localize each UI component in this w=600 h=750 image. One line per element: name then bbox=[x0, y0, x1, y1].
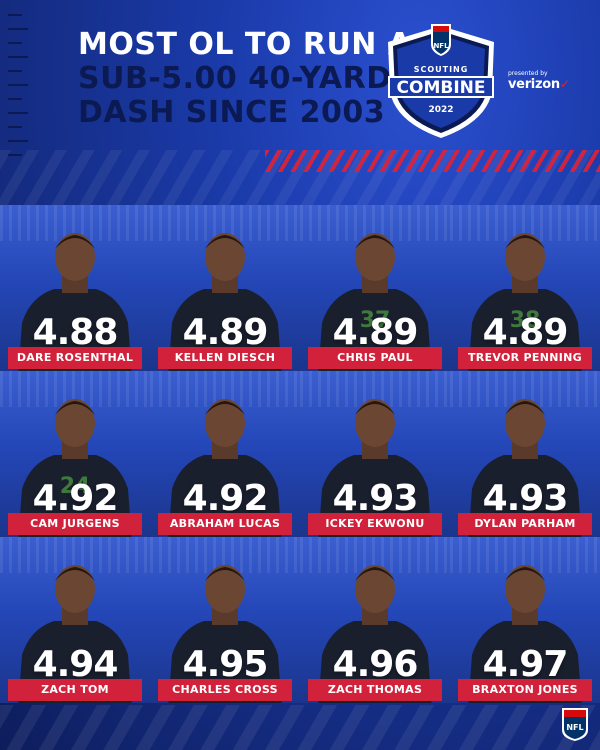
badge-main-text: COMBINE bbox=[397, 78, 486, 98]
badge-top-text: SCOUTING bbox=[414, 65, 469, 74]
player-name-bar: CAM JURGENS bbox=[8, 513, 142, 535]
player-card: 4.89 KELLEN DIESCH bbox=[150, 205, 300, 371]
player-name-bar: BRAXTON JONES bbox=[458, 679, 592, 701]
player-card: 4.97 BRAXTON JONES bbox=[450, 537, 600, 703]
player-card: 24 4.92 CAM JURGENS bbox=[0, 371, 150, 537]
jersey-number: 38 bbox=[510, 308, 541, 333]
title-line-1: MOST OL TO RUN A bbox=[78, 27, 412, 62]
nfl-shield-icon: NFL bbox=[562, 708, 588, 741]
player-card: 37 4.89 CHRIS PAUL bbox=[300, 205, 450, 371]
player-name-bar: CHARLES CROSS bbox=[158, 679, 292, 701]
badge-year: 2022 bbox=[428, 105, 453, 115]
forty-time: 4.92 bbox=[182, 478, 269, 519]
forty-time: 4.93 bbox=[332, 478, 419, 519]
nfl-combine-shield-icon: NFL SCOUTING COMBINE 2022 bbox=[388, 24, 494, 138]
player-name-bar: TREVOR PENNING bbox=[458, 347, 592, 369]
player-card: 4.93 DYLAN PARHAM bbox=[450, 371, 600, 537]
forty-time: 4.94 bbox=[32, 644, 119, 685]
player-card: 4.95 CHARLES CROSS bbox=[150, 537, 300, 703]
forty-time: 4.95 bbox=[182, 644, 269, 685]
forty-time: 4.89 bbox=[182, 312, 269, 353]
player-card: 4.93 ICKEY EKWONU bbox=[300, 371, 450, 537]
player-name-bar: CHRIS PAUL bbox=[308, 347, 442, 369]
forty-time: 4.88 bbox=[32, 312, 119, 353]
page-title: MOST OL TO RUN A SUB-5.00 40-YARD DASH S… bbox=[78, 28, 412, 130]
sponsor-brand: verizon✓ bbox=[508, 77, 588, 92]
forty-time: 4.92 bbox=[32, 478, 119, 519]
red-stripe-band bbox=[265, 150, 600, 172]
verizon-check-icon: ✓ bbox=[559, 77, 570, 91]
jersey-number: 24 bbox=[60, 474, 91, 499]
bottom-stripe-band bbox=[0, 705, 600, 750]
forty-time: 4.89 bbox=[332, 312, 419, 353]
player-grid: 4.88 DARE ROSENTHAL 4.89 KELLEN DIESCH 37 4.8… bbox=[0, 205, 600, 703]
player-card: 38 4.89 TREVOR PENNING bbox=[450, 205, 600, 371]
player-name-bar: DYLAN PARHAM bbox=[458, 513, 592, 535]
player-name-bar: ABRAHAM LUCAS bbox=[158, 513, 292, 535]
title-line-3: DASH SINCE 2003 bbox=[78, 95, 386, 130]
player-name-bar: ZACH THOMAS bbox=[308, 679, 442, 701]
forty-time: 4.97 bbox=[482, 644, 569, 685]
forty-time: 4.93 bbox=[482, 478, 569, 519]
player-name-bar: ZACH TOM bbox=[8, 679, 142, 701]
player-name-bar: KELLEN DIESCH bbox=[158, 347, 292, 369]
player-card: 4.88 DARE ROSENTHAL bbox=[0, 205, 150, 371]
player-name-bar: DARE ROSENTHAL bbox=[8, 347, 142, 369]
player-name-bar: ICKEY EKWONU bbox=[308, 513, 442, 535]
forty-time: 4.96 bbox=[332, 644, 419, 685]
player-card: 4.94 ZACH TOM bbox=[0, 537, 150, 703]
title-line-2: SUB-5.00 40-YARD bbox=[78, 61, 392, 96]
sponsor-brand-text: verizon bbox=[508, 77, 560, 92]
yard-ruler bbox=[8, 14, 30, 164]
player-card: 4.96 ZACH THOMAS bbox=[300, 537, 450, 703]
sponsor-lockup: presented by verizon✓ bbox=[508, 70, 588, 92]
jersey-number: 37 bbox=[360, 308, 391, 333]
badge-league: NFL bbox=[433, 42, 449, 50]
forty-time: 4.89 bbox=[482, 312, 569, 353]
player-card: 4.92 ABRAHAM LUCAS bbox=[150, 371, 300, 537]
presented-by-label: presented by bbox=[508, 70, 548, 77]
svg-text:NFL: NFL bbox=[566, 723, 583, 732]
